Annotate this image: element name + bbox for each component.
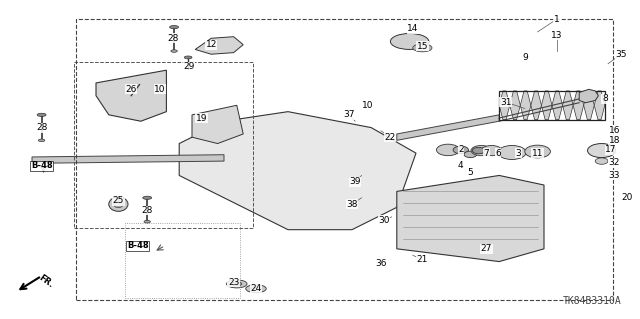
Text: 4: 4 xyxy=(458,161,463,170)
Polygon shape xyxy=(531,91,541,120)
Text: 20: 20 xyxy=(621,193,633,202)
Polygon shape xyxy=(32,155,224,163)
Text: 28: 28 xyxy=(167,34,179,43)
Ellipse shape xyxy=(390,33,429,49)
Text: 28: 28 xyxy=(141,206,153,215)
Text: 22: 22 xyxy=(385,133,396,142)
Circle shape xyxy=(481,145,502,156)
Circle shape xyxy=(525,145,550,158)
Text: 28: 28 xyxy=(36,123,47,132)
Bar xyxy=(76,19,613,300)
Text: 15: 15 xyxy=(417,42,428,51)
Ellipse shape xyxy=(246,285,266,293)
Text: 30: 30 xyxy=(378,216,390,225)
Polygon shape xyxy=(195,37,243,54)
Text: 19: 19 xyxy=(196,114,207,122)
Polygon shape xyxy=(541,91,552,120)
Text: 32: 32 xyxy=(609,158,620,167)
Text: 38: 38 xyxy=(346,200,358,209)
Text: 21: 21 xyxy=(417,256,428,264)
Ellipse shape xyxy=(109,197,128,211)
Polygon shape xyxy=(397,115,499,140)
Ellipse shape xyxy=(184,56,192,59)
Text: 5: 5 xyxy=(468,168,473,177)
Polygon shape xyxy=(397,175,544,262)
Text: 18: 18 xyxy=(609,136,620,145)
Text: 17: 17 xyxy=(605,145,617,154)
Circle shape xyxy=(472,147,485,154)
Ellipse shape xyxy=(37,113,46,116)
Ellipse shape xyxy=(413,44,432,52)
Circle shape xyxy=(498,145,526,160)
Polygon shape xyxy=(192,105,243,144)
Text: 24: 24 xyxy=(250,284,262,293)
Text: 6: 6 xyxy=(495,149,500,158)
Circle shape xyxy=(436,144,460,156)
Text: 1: 1 xyxy=(554,15,559,24)
Ellipse shape xyxy=(144,220,150,223)
Text: 8: 8 xyxy=(602,94,607,103)
Text: TK84B3310A: TK84B3310A xyxy=(563,296,622,306)
Polygon shape xyxy=(499,91,509,120)
Text: 23: 23 xyxy=(228,278,239,287)
Polygon shape xyxy=(520,91,531,120)
Text: 10: 10 xyxy=(362,101,374,110)
Text: B-48: B-48 xyxy=(31,161,52,170)
Polygon shape xyxy=(584,91,594,120)
Text: 27: 27 xyxy=(481,244,492,253)
Text: 2: 2 xyxy=(458,145,463,154)
Text: 14: 14 xyxy=(407,24,419,33)
Text: 35: 35 xyxy=(615,50,627,59)
Text: 11: 11 xyxy=(532,149,543,158)
Ellipse shape xyxy=(170,26,179,29)
Ellipse shape xyxy=(251,287,261,291)
Text: 31: 31 xyxy=(500,98,511,107)
Ellipse shape xyxy=(143,196,152,199)
Text: 33: 33 xyxy=(609,171,620,180)
Text: 7: 7 xyxy=(484,149,489,158)
Ellipse shape xyxy=(232,282,242,286)
Bar xyxy=(499,91,605,120)
Text: 10: 10 xyxy=(154,85,166,94)
Circle shape xyxy=(588,144,616,158)
Polygon shape xyxy=(579,89,598,103)
Text: 25: 25 xyxy=(113,197,124,205)
Text: 3: 3 xyxy=(516,149,521,158)
Ellipse shape xyxy=(171,50,177,52)
Polygon shape xyxy=(179,112,416,230)
Text: 37: 37 xyxy=(343,110,355,119)
Text: 39: 39 xyxy=(349,177,361,186)
Ellipse shape xyxy=(38,139,45,142)
Text: 16: 16 xyxy=(609,126,620,135)
Text: FR.: FR. xyxy=(37,273,55,289)
Circle shape xyxy=(471,145,492,156)
Ellipse shape xyxy=(114,201,123,208)
Bar xyxy=(74,62,253,228)
Text: 36: 36 xyxy=(375,259,387,268)
Text: 26: 26 xyxy=(125,85,137,94)
Text: B-48: B-48 xyxy=(127,241,148,250)
Polygon shape xyxy=(573,91,584,120)
Circle shape xyxy=(453,146,468,154)
Polygon shape xyxy=(96,70,166,121)
Circle shape xyxy=(595,158,608,164)
Polygon shape xyxy=(595,91,605,120)
Text: 13: 13 xyxy=(551,31,563,40)
Bar xyxy=(125,223,240,298)
Ellipse shape xyxy=(227,280,247,288)
Circle shape xyxy=(464,151,477,158)
Polygon shape xyxy=(552,91,563,120)
Text: 9: 9 xyxy=(522,53,527,62)
Polygon shape xyxy=(563,91,573,120)
Polygon shape xyxy=(509,91,520,120)
Text: 29: 29 xyxy=(183,63,195,71)
Text: 12: 12 xyxy=(205,40,217,49)
